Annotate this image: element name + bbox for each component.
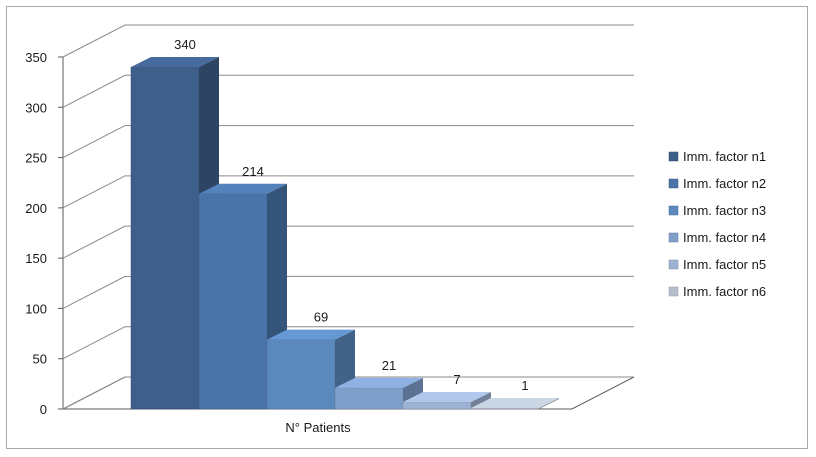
data-label: 69 — [314, 310, 328, 325]
bar-top — [403, 391, 491, 402]
legend-label: Imm. factor n6 — [683, 284, 766, 299]
legend-swatch — [668, 178, 679, 189]
legend-label: Imm. factor n2 — [683, 176, 766, 191]
gridline — [62, 125, 634, 159]
bar-top — [131, 57, 219, 68]
bar-front — [266, 339, 336, 410]
bar-front — [334, 387, 404, 410]
gridline — [62, 225, 634, 259]
bar-top — [199, 183, 287, 194]
gridline — [62, 24, 634, 58]
data-labels: 340 214 69 21 7 1 — [174, 37, 528, 393]
gridline — [62, 175, 634, 209]
data-label: 21 — [382, 358, 396, 373]
gridline — [62, 74, 634, 108]
gridline — [62, 275, 634, 309]
bars — [130, 57, 559, 410]
y-tick-label: 150 — [25, 251, 47, 266]
gridline — [62, 376, 634, 410]
legend-swatch — [668, 205, 679, 216]
y-axis-ticks: 0 50 100 150 200 250 300 350 — [25, 50, 63, 417]
legend-label: Imm. factor n4 — [683, 230, 766, 245]
legend-swatch — [668, 232, 679, 243]
y-tick-label: 0 — [40, 402, 47, 417]
legend-swatch — [668, 259, 679, 270]
legend-swatch — [668, 286, 679, 297]
data-label: 214 — [242, 164, 264, 179]
y-tick-label: 200 — [25, 201, 47, 216]
y-tick-label: 300 — [25, 100, 47, 115]
legend: Imm. factor n1 Imm. factor n2 Imm. factor … — [668, 149, 766, 299]
legend-label: Imm. factor n5 — [683, 257, 766, 272]
bar-front — [470, 407, 540, 410]
gridlines — [62, 24, 634, 410]
bar-front — [130, 66, 200, 410]
x-category-label: N° Patients — [285, 420, 351, 435]
gridline — [62, 326, 634, 360]
legend-label: Imm. factor n1 — [683, 149, 766, 164]
y-tick-label: 50 — [33, 352, 47, 367]
bar-front — [402, 401, 472, 410]
bar-top — [267, 329, 355, 340]
data-label: 7 — [453, 372, 460, 387]
x-axis-labels: N° Patients — [285, 420, 351, 435]
bar-side — [471, 391, 491, 409]
legend-swatch — [668, 151, 679, 162]
y-tick-label: 100 — [25, 301, 47, 316]
data-label: 1 — [521, 378, 528, 393]
bar-side — [539, 397, 559, 409]
y-tick-label: 250 — [25, 151, 47, 166]
bar-top — [335, 377, 423, 388]
y-tick-label: 350 — [25, 50, 47, 65]
bar-top — [471, 397, 559, 408]
legend-label: Imm. factor n3 — [683, 203, 766, 218]
bar-front — [198, 193, 268, 410]
data-label: 340 — [174, 37, 196, 52]
